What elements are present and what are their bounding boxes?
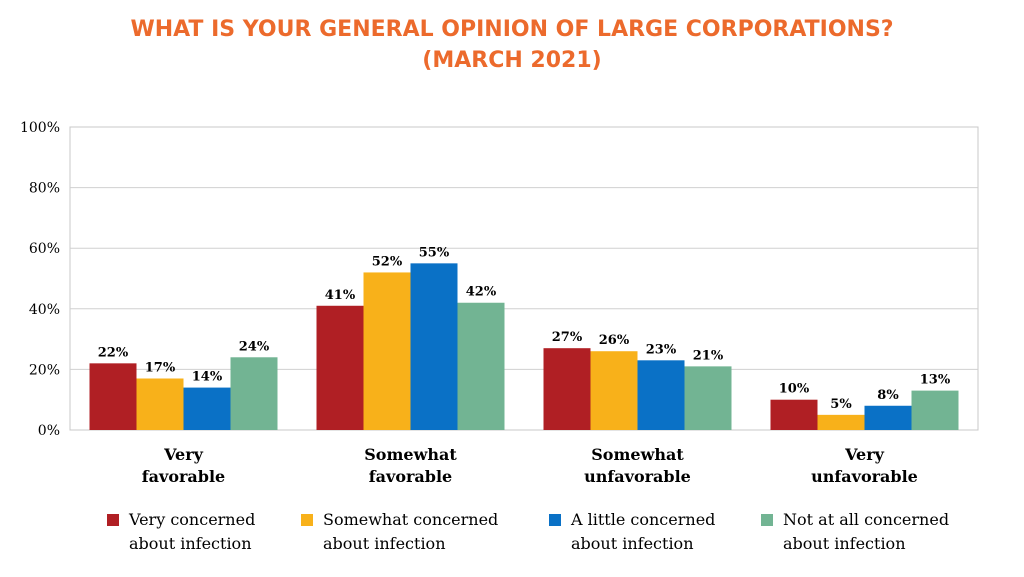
legend-swatch xyxy=(549,514,561,526)
title-line-2: (MARCH 2021) xyxy=(422,48,601,73)
y-tick-label: 20% xyxy=(29,362,60,378)
plot-area: 0% 20% 40% 60% 80% 100% xyxy=(20,120,979,439)
data-label: 8% xyxy=(877,388,899,403)
category-labels: Very favorable Somewhat favorable Somewhat un… xyxy=(142,445,918,486)
data-label: 5% xyxy=(830,397,852,412)
y-tick-label: 0% xyxy=(38,423,60,439)
bar xyxy=(770,399,818,430)
bar xyxy=(637,360,685,430)
category-label: Somewhat xyxy=(591,445,684,464)
data-label: 21% xyxy=(693,348,724,363)
bar xyxy=(89,363,137,430)
bar xyxy=(136,378,184,430)
category-label: favorable xyxy=(142,467,225,486)
legend-label: about infection xyxy=(571,534,694,553)
y-tick-label: 100% xyxy=(20,120,60,136)
bar xyxy=(410,263,458,430)
category-label: unfavorable xyxy=(811,467,918,486)
legend-swatch xyxy=(301,514,313,526)
legend-label: about infection xyxy=(783,534,906,553)
y-tick-label: 60% xyxy=(29,241,60,257)
chart-title: WHAT IS YOUR GENERAL OPINION OF LARGE CO… xyxy=(130,17,893,73)
bars xyxy=(89,263,959,430)
bar xyxy=(911,390,959,430)
data-label: 41% xyxy=(325,288,356,303)
bar xyxy=(457,302,505,430)
bar xyxy=(684,366,732,430)
legend-label: about infection xyxy=(129,534,252,553)
y-tick-label: 40% xyxy=(29,302,60,318)
legend-label: Somewhat concerned xyxy=(323,510,498,529)
data-label: 13% xyxy=(920,373,951,388)
data-label: 26% xyxy=(599,333,630,348)
category-label: Somewhat xyxy=(364,445,457,464)
y-tick-label: 80% xyxy=(29,181,60,197)
data-label: 52% xyxy=(372,254,403,269)
title-line-1: WHAT IS YOUR GENERAL OPINION OF LARGE CO… xyxy=(130,17,893,42)
category-label: favorable xyxy=(369,467,452,486)
legend-swatch xyxy=(107,514,119,526)
legend-swatch xyxy=(761,514,773,526)
bar xyxy=(316,305,364,430)
bar xyxy=(590,351,638,430)
bar xyxy=(183,387,231,430)
legend-label: about infection xyxy=(323,534,446,553)
data-labels: 22% 17% 14% 24% 41% 52% 55% 42% 27% 26% 23% 21% 10% 5… xyxy=(98,245,951,412)
legend: Very concerned about infection Somewhat co… xyxy=(107,510,949,553)
legend-label: Very concerned xyxy=(128,510,255,529)
category-label: Very xyxy=(844,445,885,464)
data-label: 10% xyxy=(779,382,810,397)
data-label: 23% xyxy=(646,342,677,357)
category-label: Very xyxy=(163,445,204,464)
data-label: 27% xyxy=(552,330,583,345)
category-label: unfavorable xyxy=(584,467,691,486)
data-label: 22% xyxy=(98,345,129,360)
bar xyxy=(363,272,411,430)
bar xyxy=(543,348,591,430)
data-label: 42% xyxy=(466,285,497,300)
data-label: 14% xyxy=(192,370,223,385)
legend-label: Not at all concerned xyxy=(783,510,949,529)
data-label: 55% xyxy=(419,245,450,260)
plot-border xyxy=(69,126,979,431)
data-label: 24% xyxy=(239,339,270,354)
data-label: 17% xyxy=(145,360,176,375)
legend-label: A little concerned xyxy=(570,510,715,529)
bar xyxy=(817,414,865,430)
bar xyxy=(864,405,912,430)
bar xyxy=(230,357,278,430)
